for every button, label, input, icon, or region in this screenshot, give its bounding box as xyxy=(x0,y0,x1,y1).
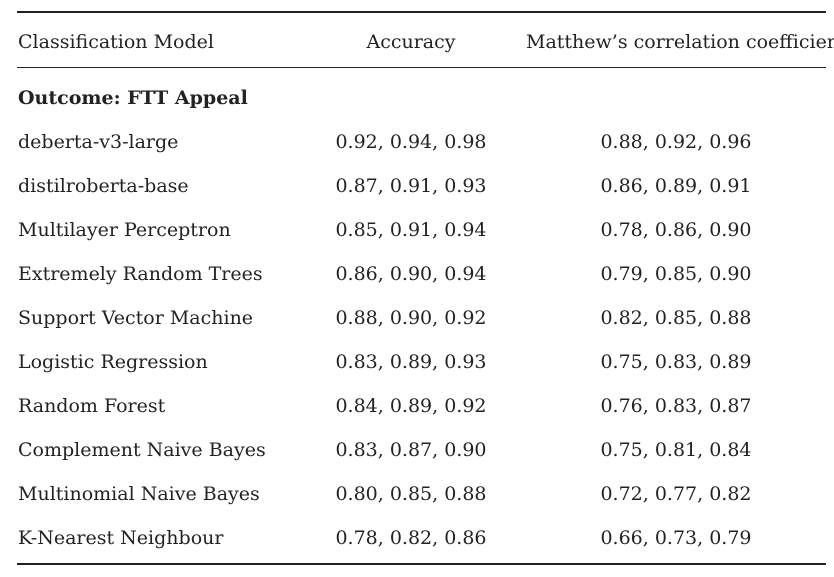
header-model: Classification Model xyxy=(18,31,214,53)
header-accuracy: Accuracy xyxy=(366,31,456,53)
model-name: Complement Naive Bayes xyxy=(18,439,266,461)
table-row: Extremely Random Trees 0.86, 0.90, 0.94 … xyxy=(0,252,834,296)
model-name: deberta-v3-large xyxy=(18,131,179,153)
accuracy-value: 0.92, 0.94, 0.98 xyxy=(335,131,487,153)
table-row: Complement Naive Bayes 0.83, 0.87, 0.90 … xyxy=(0,428,834,472)
model-name: distilroberta-base xyxy=(18,175,189,197)
table-row: Random Forest 0.84, 0.89, 0.92 0.76, 0.8… xyxy=(0,384,834,428)
model-name: Support Vector Machine xyxy=(18,307,254,329)
accuracy-value: 0.86, 0.90, 0.94 xyxy=(335,263,487,285)
model-name: Logistic Regression xyxy=(18,351,208,373)
mcc-value: 0.66, 0.73, 0.79 xyxy=(600,527,752,549)
mcc-value: 0.88, 0.92, 0.96 xyxy=(600,131,752,153)
model-name: Multinomial Naive Bayes xyxy=(18,483,260,505)
table-row: Multinomial Naive Bayes 0.80, 0.85, 0.88… xyxy=(0,472,834,516)
model-name: K-Nearest Neighbour xyxy=(18,527,224,549)
accuracy-value: 0.83, 0.89, 0.93 xyxy=(335,351,487,373)
mcc-value: 0.82, 0.85, 0.88 xyxy=(600,307,752,329)
table-row: deberta-v3-large 0.92, 0.94, 0.98 0.88, … xyxy=(0,120,834,164)
model-name: Extremely Random Trees xyxy=(18,263,263,285)
table-header: Classification Model Accuracy Matthew’s … xyxy=(0,20,834,64)
top-rule xyxy=(17,11,826,13)
mcc-value: 0.75, 0.83, 0.89 xyxy=(600,351,752,373)
accuracy-value: 0.80, 0.85, 0.88 xyxy=(335,483,487,505)
accuracy-value: 0.84, 0.89, 0.92 xyxy=(335,395,487,417)
header-rule xyxy=(17,67,826,68)
accuracy-value: 0.85, 0.91, 0.94 xyxy=(335,219,487,241)
mcc-value: 0.78, 0.86, 0.90 xyxy=(600,219,752,241)
mcc-value: 0.76, 0.83, 0.87 xyxy=(600,395,752,417)
table-row: Logistic Regression 0.83, 0.89, 0.93 0.7… xyxy=(0,340,834,384)
accuracy-value: 0.83, 0.87, 0.90 xyxy=(335,439,487,461)
table-row: K-Nearest Neighbour 0.78, 0.82, 0.86 0.6… xyxy=(0,516,834,560)
mcc-value: 0.72, 0.77, 0.82 xyxy=(600,483,752,505)
accuracy-value: 0.87, 0.91, 0.93 xyxy=(335,175,487,197)
table-row: Multilayer Perceptron 0.85, 0.91, 0.94 0… xyxy=(0,208,834,252)
group-label-row: Outcome: FTT Appeal xyxy=(0,76,834,120)
table-row: distilroberta-base 0.87, 0.91, 0.93 0.86… xyxy=(0,164,834,208)
model-name: Random Forest xyxy=(18,395,166,417)
mcc-value: 0.79, 0.85, 0.90 xyxy=(600,263,752,285)
header-mcc: Matthew’s correlation coefficient xyxy=(526,31,834,53)
bottom-rule xyxy=(17,563,826,565)
group-label: Outcome: FTT Appeal xyxy=(18,87,248,109)
model-name: Multilayer Perceptron xyxy=(18,219,231,241)
mcc-value: 0.75, 0.81, 0.84 xyxy=(600,439,752,461)
accuracy-value: 0.78, 0.82, 0.86 xyxy=(335,527,487,549)
accuracy-value: 0.88, 0.90, 0.92 xyxy=(335,307,487,329)
mcc-value: 0.86, 0.89, 0.91 xyxy=(600,175,752,197)
table-row: Support Vector Machine 0.88, 0.90, 0.92 … xyxy=(0,296,834,340)
